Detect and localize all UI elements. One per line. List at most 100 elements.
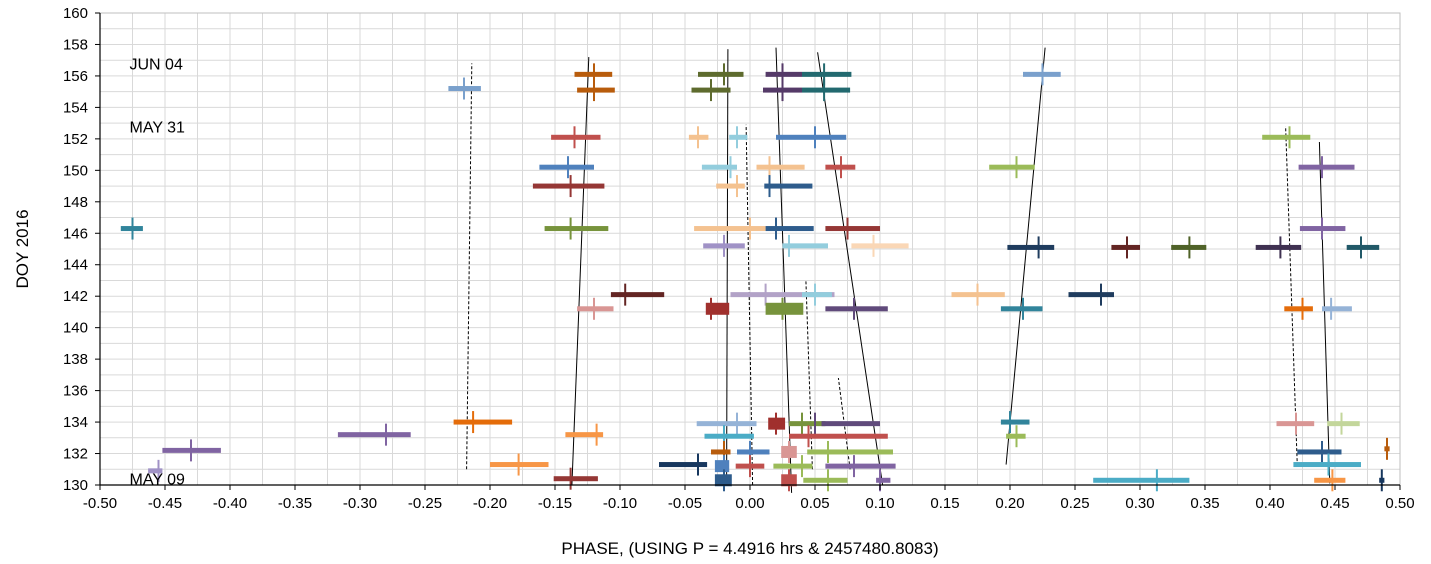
phase-range-bar (532, 183, 605, 189)
data-point (789, 412, 826, 435)
data-point (768, 412, 786, 435)
annotations: JUN 04 MAY 31 MAY 09 (130, 56, 186, 488)
data-point (1093, 469, 1190, 492)
phase-range-bar (737, 449, 770, 455)
y-tick-label: 144 (63, 257, 88, 274)
data-point (448, 77, 481, 100)
trend-line (1005, 47, 1046, 465)
data-point (1293, 453, 1361, 476)
phase-range-bar (773, 463, 813, 469)
phase-range-bar (1314, 477, 1346, 483)
data-point (703, 234, 745, 257)
data-points (120, 63, 1390, 492)
data-point (765, 297, 804, 320)
phase-range-bar (1000, 419, 1030, 425)
data-point (1007, 236, 1055, 259)
phase-range-bar (1255, 244, 1302, 250)
data-point (1298, 156, 1355, 179)
y-tick-label: 138 (63, 351, 88, 368)
phase-range-bar (789, 421, 826, 427)
data-point (803, 469, 848, 492)
y-tick-label: 160 (63, 5, 88, 22)
data-point (789, 425, 888, 448)
data-point (714, 469, 732, 492)
data-point (610, 283, 665, 306)
data-point (851, 234, 909, 257)
phase-range-bar (765, 226, 814, 232)
data-point (729, 126, 748, 149)
phase-range-bar (821, 421, 880, 427)
phase-range-bar (807, 449, 893, 455)
trend-line (775, 47, 793, 493)
phase-range-bar (782, 243, 828, 249)
data-point (696, 412, 757, 435)
data-point (711, 440, 731, 463)
y-tick-label: 148 (63, 194, 88, 211)
data-point (698, 63, 744, 86)
data-point (716, 175, 745, 198)
x-tick-label: -0.40 (213, 495, 247, 512)
data-point (1276, 412, 1315, 435)
data-point (782, 234, 828, 257)
data-point (162, 439, 221, 462)
data-point (807, 440, 893, 463)
data-point (539, 156, 594, 179)
phase-range-bar (148, 468, 163, 474)
data-point (565, 423, 604, 446)
data-point (776, 126, 847, 149)
y-tick-label: 140 (63, 320, 88, 337)
data-point (1262, 126, 1311, 149)
data-point (453, 411, 513, 434)
y-tick-label: 134 (63, 414, 88, 431)
phase-range-bar (803, 477, 848, 483)
x-tick-label: 0.45 (1320, 495, 1349, 512)
phase-range-bar (1297, 449, 1342, 455)
phase-range-bar (825, 226, 880, 232)
phase-range-bar (577, 306, 614, 312)
data-point (1299, 217, 1346, 240)
data-point (705, 297, 730, 320)
date-annotation: MAY 31 (130, 119, 186, 136)
phase-range-bar (694, 226, 766, 232)
x-tick-label: 0.40 (1255, 495, 1284, 512)
data-point (802, 283, 832, 306)
data-point (553, 467, 598, 490)
data-point (1314, 469, 1346, 492)
phase-range-bar (698, 71, 744, 77)
phase-range-bar (1093, 477, 1190, 483)
phase-range-bar (704, 433, 754, 439)
data-point (730, 283, 835, 306)
phase-range-bar (714, 460, 730, 473)
y-tick-label: 132 (63, 446, 88, 463)
axes (95, 12, 1401, 490)
data-point (825, 455, 896, 478)
data-point (694, 217, 766, 240)
data-point (1346, 236, 1380, 259)
data-point (765, 217, 814, 240)
data-point (704, 425, 754, 448)
data-point (773, 455, 813, 478)
phase-range-bar (756, 164, 805, 170)
phase-range-bar (553, 476, 598, 482)
phase-range-bar (802, 87, 851, 93)
data-point (490, 453, 549, 476)
phase-range-bar (1262, 134, 1311, 140)
data-point (989, 156, 1035, 179)
x-tick-label: 0.10 (865, 495, 894, 512)
data-point (1023, 63, 1061, 86)
x-tick-label: -0.15 (538, 495, 572, 512)
data-point (120, 217, 143, 240)
x-tick-label: -0.25 (408, 495, 442, 512)
phase-range-bar (705, 302, 730, 315)
phase-range-bar (544, 226, 609, 232)
y-tick-label: 130 (63, 477, 88, 494)
phase-range-bar (539, 164, 594, 170)
data-point (1297, 440, 1342, 463)
data-point (1000, 297, 1043, 320)
phase-range-bar (1000, 306, 1043, 312)
trend-line (726, 49, 729, 486)
x-tick-label: 0.35 (1190, 495, 1219, 512)
data-point (148, 459, 163, 482)
x-tick-label: 0.30 (1125, 495, 1154, 512)
